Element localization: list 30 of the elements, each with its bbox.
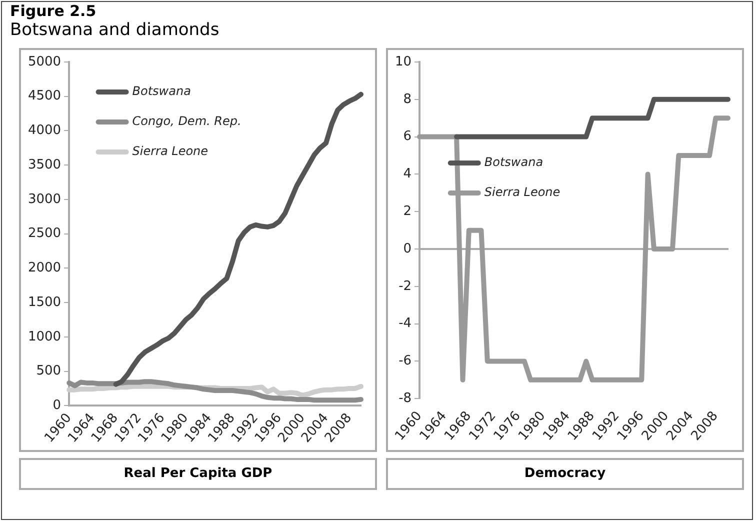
legend-label: Congo, Dem. Rep. <box>132 114 242 128</box>
x-axis-title: Democracy <box>386 458 744 490</box>
y-tick-label: 3000 <box>28 192 62 207</box>
legend-label: Botswana <box>132 84 191 98</box>
y-tick-label: 500 <box>36 364 62 379</box>
y-tick-label: 6 <box>403 129 412 144</box>
legend-label: Sierra Leone <box>132 144 208 158</box>
y-tick-label: 2500 <box>28 226 62 242</box>
y-tick-label: -4 <box>398 316 412 332</box>
y-tick-label: -8 <box>398 391 412 406</box>
legend-label: Botswana <box>484 155 544 170</box>
y-tick-label: -6 <box>398 354 412 369</box>
y-tick-label: 8 <box>403 92 412 107</box>
y-tick-label: 2000 <box>28 260 62 276</box>
chart-subtitle: Botswana and diamonds <box>10 20 220 40</box>
y-tick-label: 0 <box>403 241 412 256</box>
y-tick-label: 4500 <box>28 88 62 104</box>
chart-title: Figure 2.5 <box>10 2 96 20</box>
y-tick-label: 1000 <box>28 329 62 344</box>
y-tick-label: 3500 <box>28 157 62 172</box>
y-tick-label: 5000 <box>28 54 62 70</box>
y-tick-label: 2 <box>403 204 412 219</box>
x-axis-title: Real Per Capita GDP <box>19 458 377 490</box>
y-tick-label: -2 <box>398 278 412 294</box>
y-tick-label: 1500 <box>28 294 62 310</box>
y-tick-label: 4 <box>403 166 412 182</box>
y-tick-label: 0 <box>52 398 62 414</box>
legend-label: Sierra Leone <box>484 185 560 200</box>
y-tick-label: 10 <box>394 54 412 70</box>
y-tick-label: 4000 <box>28 123 62 138</box>
